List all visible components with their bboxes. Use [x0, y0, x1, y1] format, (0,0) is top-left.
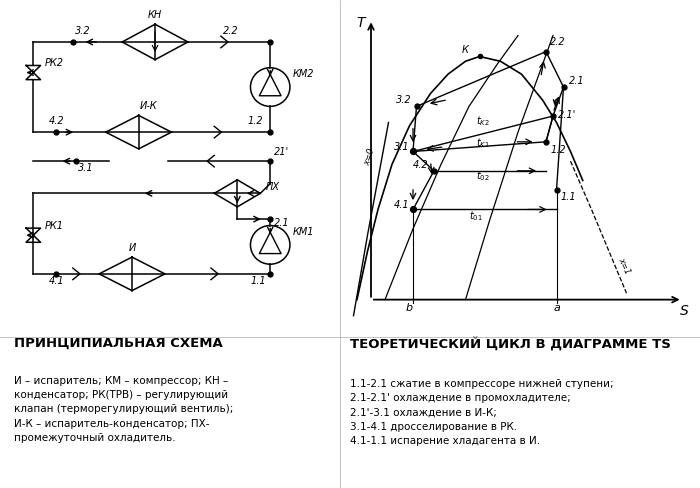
Text: ПХ: ПХ [265, 182, 279, 192]
Text: К: К [462, 45, 469, 55]
Text: 3.2: 3.2 [395, 95, 411, 105]
Text: 4.2: 4.2 [48, 116, 64, 126]
Text: x=0: x=0 [363, 147, 376, 166]
Text: 2.2: 2.2 [223, 26, 239, 36]
Text: КМ1: КМ1 [293, 227, 315, 237]
Text: S: S [680, 304, 689, 318]
Text: a: a [553, 303, 560, 313]
Text: ТЕОРЕТИЧЕСКИЙ ЦИКЛ В ДИАГРАММЕ TS: ТЕОРЕТИЧЕСКИЙ ЦИКЛ В ДИАГРАММЕ TS [350, 337, 671, 350]
Text: И-К: И-К [140, 101, 158, 111]
Text: x=1: x=1 [616, 256, 631, 276]
Text: 4.1: 4.1 [393, 200, 410, 210]
Text: 4.2: 4.2 [413, 160, 428, 169]
Text: ПРИНЦИПИАЛЬНАЯ СХЕМА: ПРИНЦИПИАЛЬНАЯ СХЕМА [13, 337, 223, 349]
Text: 1.2: 1.2 [248, 116, 263, 126]
Text: $t_{K2}$: $t_{K2}$ [476, 114, 490, 128]
Text: 2.2: 2.2 [550, 37, 565, 47]
Text: $t_{02}$: $t_{02}$ [476, 169, 490, 183]
Text: И – испаритель; КМ – компрессор; КН –
конденсатор; РК(ТРВ) – регулирующий
клапан: И – испаритель; КМ – компрессор; КН – ко… [13, 376, 233, 443]
Text: И: И [128, 243, 136, 253]
Text: 1.2: 1.2 [550, 145, 566, 155]
Text: КМ2: КМ2 [293, 69, 315, 80]
Text: 2.1: 2.1 [274, 218, 289, 227]
Text: 1.1-2.1 сжатие в компрессоре нижней ступени;
2.1-2.1' охлаждение в промохладител: 1.1-2.1 сжатие в компрессоре нижней ступ… [350, 379, 614, 447]
Text: 2.1': 2.1' [559, 110, 577, 120]
Text: 1.1: 1.1 [561, 192, 576, 202]
Text: $t_{K1}$: $t_{K1}$ [476, 137, 490, 150]
Text: 1.1: 1.1 [251, 276, 267, 285]
Text: T: T [356, 16, 365, 30]
Text: РК1: РК1 [45, 221, 64, 231]
Text: РК2: РК2 [45, 58, 64, 68]
Text: 21': 21' [274, 147, 288, 157]
Text: 4.1: 4.1 [48, 276, 64, 285]
Text: 3.1: 3.1 [78, 163, 94, 173]
Text: b: b [406, 303, 413, 313]
Text: КН: КН [148, 10, 162, 20]
Text: 3.2: 3.2 [75, 26, 90, 36]
Text: $t_{01}$: $t_{01}$ [469, 209, 483, 223]
Text: 3.1: 3.1 [393, 142, 410, 152]
Text: 2.1: 2.1 [568, 76, 584, 86]
